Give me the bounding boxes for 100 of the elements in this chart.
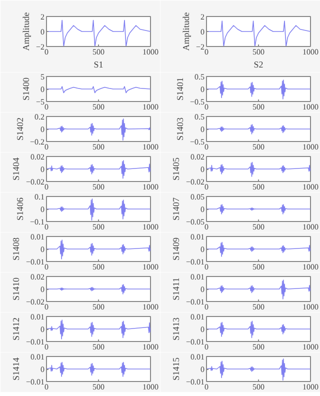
y-axis-title: S1412 <box>10 317 21 341</box>
y-axis-title: S1402 <box>14 117 25 141</box>
y-tick-label: 0 <box>200 245 204 254</box>
y-tick-label: −0.01 <box>186 298 205 306</box>
y-axis-title: S1403 <box>174 116 185 141</box>
y-tick-label: −0.01 <box>26 258 45 266</box>
y-tick-label: 0 <box>200 165 204 174</box>
x-tick-label: 500 <box>92 302 104 312</box>
y-tick-label: −0.01 <box>186 258 205 266</box>
y-axis-title: S1411 <box>170 278 181 300</box>
x-tick-label: 1000 <box>142 382 158 392</box>
y-tick-label: 5 <box>40 72 44 82</box>
x-tick-label: 1000 <box>302 382 318 392</box>
y-tick-label: −2 <box>196 42 205 52</box>
y-axis-title: S1406 <box>14 196 25 221</box>
x-tick-label: 1000 <box>142 48 158 56</box>
y-axis-title: S1410 <box>10 276 21 301</box>
y-tick-label: 0 <box>40 165 44 174</box>
y-tick-label: 0.1 <box>34 192 44 202</box>
x-tick-label: 500 <box>252 262 264 272</box>
x-tick-label: 500 <box>252 182 264 192</box>
y-tick-label: −2 <box>36 42 45 52</box>
x-tick-label: 500 <box>92 342 104 352</box>
y-axis-title: S1409 <box>170 236 181 261</box>
y-tick-label: 0.01 <box>30 312 44 322</box>
x-tick-label: 1000 <box>142 342 158 352</box>
y-tick-label: 2 <box>200 12 204 22</box>
y-tick-label: −0.5 <box>190 98 205 106</box>
x-tick-label: 500 <box>92 142 104 152</box>
y-tick-label: −0.02 <box>186 178 205 186</box>
x-axis-title: S1 <box>94 60 104 70</box>
y-tick-label: 0 <box>40 245 44 254</box>
x-tick-label: 500 <box>92 382 104 392</box>
y-axis-title: S1401 <box>174 77 185 101</box>
y-tick-label: 0.02 <box>190 152 204 162</box>
x-tick-label: 1000 <box>302 342 318 352</box>
x-tick-label: 500 <box>252 302 264 312</box>
x-tick-label: 500 <box>252 342 264 352</box>
y-tick-label: 0 <box>40 85 44 94</box>
y-tick-label: 0 <box>200 365 204 374</box>
y-tick-label: 0 <box>40 205 44 214</box>
x-tick-label: 500 <box>252 382 264 392</box>
x-tick-label: 500 <box>92 222 104 232</box>
x-tick-label: 1000 <box>302 302 318 312</box>
x-tick-label: 1000 <box>302 102 318 112</box>
y-axis-title: S1413 <box>170 316 181 341</box>
x-tick-label: 500 <box>92 262 104 272</box>
y-tick-label: 0 <box>200 28 204 36</box>
y-tick-label: 0.5 <box>194 72 204 82</box>
x-tick-label: 500 <box>92 182 104 192</box>
y-tick-label: 0.01 <box>190 272 204 282</box>
x-tick-label: 1000 <box>302 182 318 192</box>
y-tick-label: −0.1 <box>30 218 45 226</box>
y-axis-title: Amplitude <box>180 12 191 51</box>
y-tick-label: 0 <box>40 285 44 294</box>
y-tick-label: 0 <box>200 85 204 94</box>
x-tick-label: 500 <box>252 142 264 152</box>
y-axis-title: S1400 <box>20 76 31 101</box>
y-tick-label: 0.01 <box>190 312 204 322</box>
y-tick-label: −0.02 <box>26 178 45 186</box>
y-tick-label: 0 <box>40 28 44 36</box>
x-tick-label: 1000 <box>302 222 318 232</box>
y-tick-label: 0.2 <box>34 112 44 122</box>
y-tick-label: 0 <box>200 205 204 214</box>
y-tick-label: 0.01 <box>30 232 44 242</box>
y-tick-label: −5 <box>36 98 45 106</box>
y-tick-label: −0.05 <box>186 218 205 226</box>
y-tick-label: 0.02 <box>30 272 44 282</box>
y-tick-label: 0 <box>40 125 44 134</box>
x-axis-title: S2 <box>254 60 264 70</box>
y-tick-label: −0.01 <box>26 338 45 346</box>
x-tick-label: 1000 <box>302 48 318 56</box>
y-axis-title: S1408 <box>10 236 21 261</box>
y-tick-label: −0.01 <box>186 338 205 346</box>
y-tick-label: 0 <box>40 365 44 374</box>
y-tick-label: −0.01 <box>26 378 45 386</box>
y-axis-title: S1404 <box>10 156 21 181</box>
x-tick-label: 500 <box>252 222 264 232</box>
x-tick-label: 1000 <box>142 222 158 232</box>
x-tick-label: 500 <box>252 102 264 112</box>
y-axis-title: S1415 <box>170 356 181 381</box>
y-tick-label: 0.01 <box>30 352 44 362</box>
x-tick-label: 1000 <box>142 142 158 152</box>
y-axis-title: S1405 <box>170 156 181 181</box>
y-tick-label: 0.01 <box>190 232 204 242</box>
x-tick-label: 500 <box>252 48 264 56</box>
y-axis-title: S1407 <box>170 196 181 221</box>
y-tick-label: 2 <box>40 12 44 22</box>
y-tick-label: 0.01 <box>190 352 204 362</box>
x-tick-label: 1000 <box>142 182 158 192</box>
y-axis-title: Amplitude <box>20 12 31 51</box>
x-tick-label: 1000 <box>142 262 158 272</box>
y-tick-label: 0.5 <box>194 112 204 122</box>
y-tick-label: 0.02 <box>30 152 44 162</box>
y-tick-label: −0.01 <box>186 378 205 386</box>
x-tick-label: 1000 <box>302 142 318 152</box>
y-tick-label: −0.2 <box>30 138 45 146</box>
y-tick-label: 0 <box>200 325 204 334</box>
x-tick-label: 500 <box>92 48 104 56</box>
x-tick-label: 1000 <box>142 302 158 312</box>
